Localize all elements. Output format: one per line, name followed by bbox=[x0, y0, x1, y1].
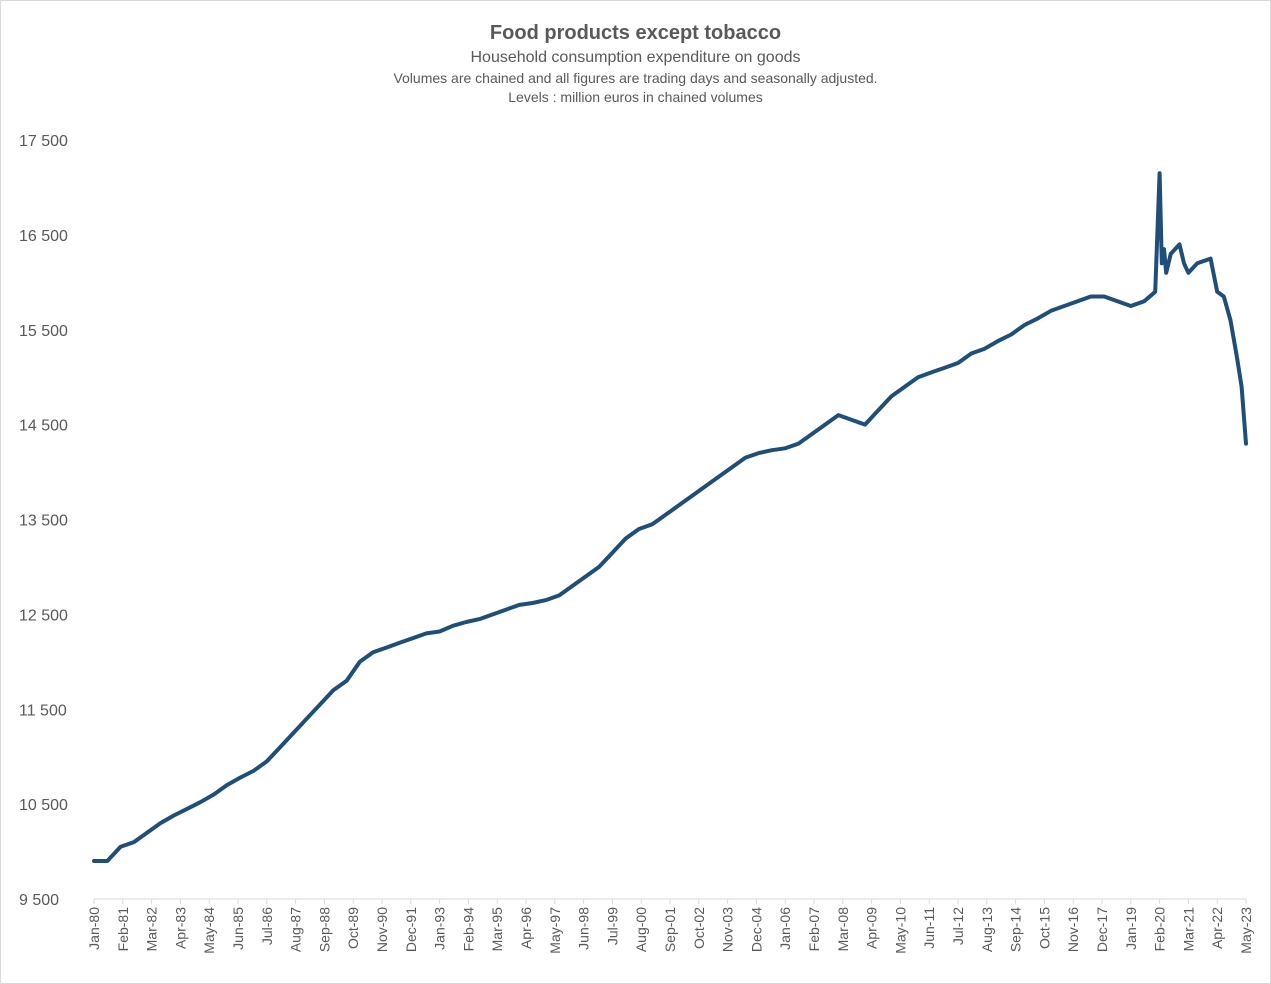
x-tick-label: Mar-21 bbox=[1180, 907, 1196, 952]
x-tick-label: Jan-80 bbox=[86, 907, 102, 950]
x-tick-label: Sep-01 bbox=[662, 907, 678, 952]
y-tick-label: 16 500 bbox=[19, 228, 68, 245]
x-tick-label: Sep-14 bbox=[1008, 907, 1024, 952]
x-tick-label: Oct-15 bbox=[1036, 907, 1052, 949]
x-tick-label: Mar-95 bbox=[489, 907, 505, 952]
x-tick-label: Jun-98 bbox=[576, 907, 592, 950]
x-tick-label: Jun-11 bbox=[921, 907, 937, 949]
chart-note-units: Levels : million euros in chained volume… bbox=[508, 89, 763, 105]
x-tick-label: Jan-19 bbox=[1123, 907, 1139, 950]
y-tick-label: 10 500 bbox=[19, 797, 68, 814]
x-tick-label: Feb-81 bbox=[115, 907, 131, 952]
x-tick-label: Jul-12 bbox=[950, 907, 966, 945]
x-tick-label: Oct-89 bbox=[345, 907, 361, 949]
x-tick-label: Dec-17 bbox=[1094, 907, 1110, 952]
x-tick-label: Feb-94 bbox=[460, 907, 476, 952]
x-tick-label: Sep-88 bbox=[316, 907, 332, 952]
x-tick-label: Jan-93 bbox=[432, 907, 448, 950]
y-tick-label: 9 500 bbox=[19, 892, 59, 909]
x-tick-label: Nov-90 bbox=[374, 907, 390, 952]
x-tick-label: Dec-91 bbox=[403, 907, 419, 952]
x-tick-label: Jul-99 bbox=[604, 907, 620, 945]
x-tick-label: May-10 bbox=[892, 907, 908, 954]
plot-area bbox=[92, 171, 1248, 863]
x-tick-label: May-97 bbox=[547, 907, 563, 954]
y-tick-label: 14 500 bbox=[19, 418, 68, 435]
y-tick-label: 13 500 bbox=[19, 513, 68, 530]
series-line bbox=[92, 171, 1248, 863]
x-tick-label: Dec-04 bbox=[748, 907, 764, 952]
x-tick-label: Apr-83 bbox=[172, 907, 188, 949]
x-tick-label: Jun-85 bbox=[230, 907, 246, 950]
x-axis: Jan-80 Feb-81 Mar-82 Apr-83 May-84 Jun-85 Jul-… bbox=[86, 898, 1254, 954]
chart-title: Food products except tobacco bbox=[489, 22, 782, 44]
x-tick-label: May-84 bbox=[201, 907, 217, 954]
chart-subtitle: Household consumption expenditure on goo… bbox=[470, 49, 801, 66]
x-tick-label: Oct-02 bbox=[691, 907, 707, 949]
y-tick-label: 17 500 bbox=[19, 133, 68, 150]
x-tick-label: Nov-16 bbox=[1065, 907, 1081, 952]
x-tick-label: Jul-86 bbox=[259, 907, 275, 945]
y-tick-label: 15 500 bbox=[19, 323, 68, 340]
y-axis: 9 500 10 500 11 500 12 500 13 500 14 500 15 50… bbox=[19, 133, 68, 909]
x-tick-label: Aug-87 bbox=[288, 907, 304, 952]
y-tick-label: 11 500 bbox=[19, 702, 67, 719]
x-tick-label: Feb-20 bbox=[1152, 907, 1168, 952]
x-tick-label: Aug-00 bbox=[633, 907, 649, 952]
y-tick-label: 12 500 bbox=[19, 607, 68, 624]
x-tick-label: May-23 bbox=[1238, 907, 1254, 954]
x-tick-label: Apr-22 bbox=[1209, 907, 1225, 949]
x-tick-label: Jan-06 bbox=[777, 907, 793, 950]
x-tick-label: Mar-08 bbox=[835, 907, 851, 952]
chart-note-adjustment: Volumes are chained and all figures are … bbox=[393, 70, 878, 86]
x-tick-label: Apr-09 bbox=[864, 907, 880, 949]
x-tick-label: Nov-03 bbox=[720, 907, 736, 952]
x-tick-label: Mar-82 bbox=[144, 907, 160, 952]
x-tick-label: Feb-07 bbox=[806, 907, 822, 952]
chart-titles: Food products except tobacco Household c… bbox=[1, 19, 1270, 107]
x-tick-label: Apr-96 bbox=[518, 907, 534, 949]
x-tick-label: Aug-13 bbox=[979, 907, 995, 952]
